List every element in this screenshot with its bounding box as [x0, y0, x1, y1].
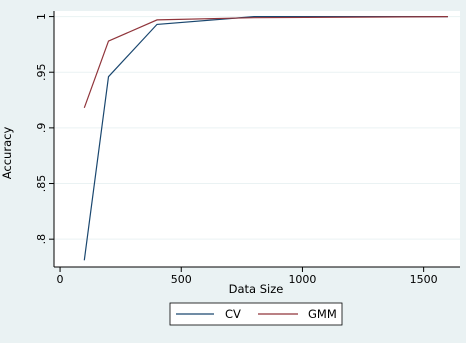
plot-area-background: [54, 11, 460, 267]
legend: CV GMM: [169, 302, 343, 326]
y-tick-label-2: .9: [35, 123, 48, 134]
y-tick-label-4: 1: [35, 13, 48, 20]
x-tick-label-1: 500: [171, 273, 192, 286]
x-tick-label-2: 1000: [288, 273, 316, 286]
y-tick-label-0: .8: [35, 234, 48, 245]
series-line-cv: [83, 16, 448, 261]
series-layer: [83, 16, 448, 261]
x-tick-label-0: 0: [57, 273, 64, 286]
x-tick-label-3: 1500: [410, 273, 438, 286]
x-axis-title: Data Size: [229, 282, 284, 296]
legend-label-gmm: GMM: [308, 307, 337, 321]
legend-box: [169, 302, 343, 326]
y-tick-label-1: .85: [35, 175, 48, 193]
y-axis-title: Accuracy: [0, 127, 14, 180]
gridlines: [54, 16, 460, 240]
series-line-gmm: [83, 16, 448, 109]
y-tick-label-3: .95: [35, 63, 48, 81]
legend-label-cv: CV: [225, 307, 241, 321]
axes: 0 500 1000 1500 .8 .85 .9 .95 1: [35, 11, 460, 286]
